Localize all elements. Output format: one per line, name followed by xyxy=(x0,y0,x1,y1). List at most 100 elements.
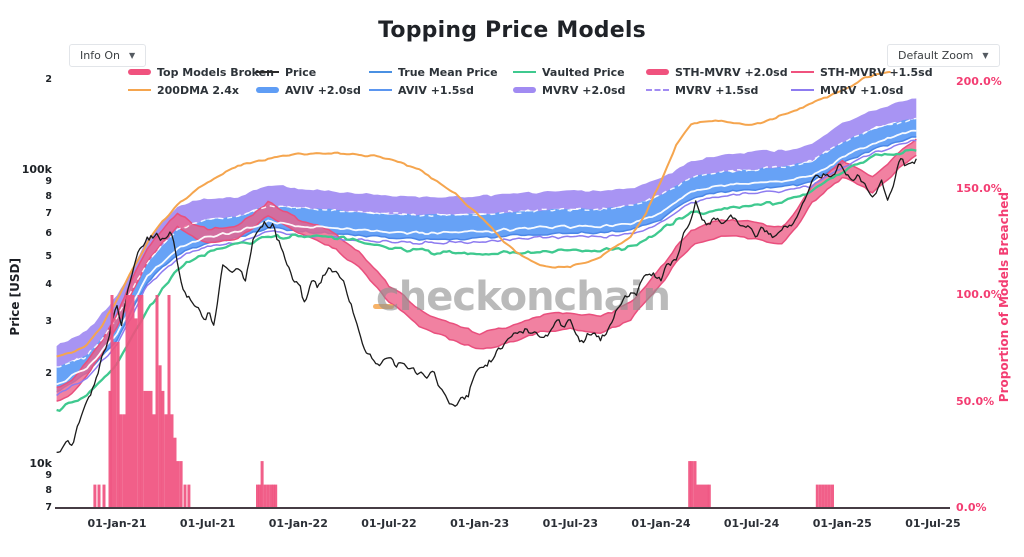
breach-bar xyxy=(183,484,187,508)
legend-swatch-thick xyxy=(513,87,536,93)
page-title: Topping Price Models xyxy=(378,18,646,43)
breach-bar xyxy=(821,484,825,508)
watermark-text: checkonchain xyxy=(376,274,670,320)
y-tick-5: 5 xyxy=(45,251,52,262)
breach-bar xyxy=(705,484,709,508)
y-tick-100k: 100k xyxy=(21,162,52,176)
legend-swatch-line xyxy=(791,89,814,91)
legend-item-mvrv-1-5sd[interactable]: MVRV +1.5sd xyxy=(646,83,758,97)
legend-label: True Mean Price xyxy=(398,65,498,79)
legend-item-mvrv-1-0sd[interactable]: MVRV +1.0sd xyxy=(791,83,903,97)
legend-item-vaulted-price[interactable]: Vaulted Price xyxy=(513,65,625,79)
x-tick-01-Jul-23: 01-Jul-23 xyxy=(542,517,599,530)
breach-bar xyxy=(274,484,278,508)
breach-bar xyxy=(97,484,101,508)
x-tick-01-Jan-24: 01-Jan-24 xyxy=(631,517,691,530)
legend-item-mvrv-2-0sd[interactable]: MVRV +2.0sd xyxy=(513,83,625,97)
zoom-preset-dropdown[interactable]: Default Zoom ▼ xyxy=(887,44,1000,67)
legend-item-sth-mvrv-1-5sd[interactable]: STH-MVRV +1.5sd xyxy=(791,65,933,79)
legend-item-200dma-2-4x[interactable]: 200DMA 2.4x xyxy=(128,83,239,97)
breach-bar xyxy=(693,461,697,508)
x-tick-01-Jan-25: 01-Jan-25 xyxy=(812,517,872,530)
breach-bar xyxy=(696,484,700,508)
band-bottom-edge xyxy=(56,136,917,393)
x-tick-01-Jul-24: 01-Jul-24 xyxy=(723,517,780,530)
legend-swatch-thick xyxy=(256,87,279,93)
series-price xyxy=(56,157,917,454)
chevron-down-icon: ▼ xyxy=(128,51,136,60)
breach-bar xyxy=(688,461,692,508)
breach-bar xyxy=(690,461,694,508)
pct-tick-50.0%: 50.0% xyxy=(956,394,995,408)
legend-item-true-mean-price[interactable]: True Mean Price xyxy=(369,65,498,79)
legend-swatch-line xyxy=(369,89,392,91)
breach-bar xyxy=(707,484,711,508)
y-tick-7: 7 xyxy=(45,502,52,514)
legend-item-aviv-2-0sd[interactable]: AVIV +2.0sd xyxy=(256,83,361,97)
band-sth-mvrv xyxy=(56,139,917,402)
legend-item-price[interactable]: Price xyxy=(256,65,316,79)
breach-bar xyxy=(176,461,180,508)
breach-bar xyxy=(187,484,191,508)
legend-label: MVRV +2.0sd xyxy=(542,83,626,97)
breach-bar xyxy=(134,318,138,508)
breach-bar xyxy=(258,484,262,508)
y-tick-2: 2 xyxy=(45,368,52,379)
legend-label: 200DMA 2.4x xyxy=(157,83,239,97)
pct-tick-150.0%: 150.0% xyxy=(956,181,1002,195)
legend-swatch-line xyxy=(513,71,536,73)
breach-bar xyxy=(119,414,123,508)
legend-item-top-models-broken[interactable]: Top Models Broken xyxy=(128,65,274,79)
legend-item-aviv-1-5sd[interactable]: AVIV +1.5sd xyxy=(369,83,474,97)
x-tick-01-Jul-25: 01-Jul-25 xyxy=(905,517,961,530)
x-tick-01-Jan-23: 01-Jan-23 xyxy=(450,517,510,530)
breach-bar xyxy=(102,484,106,508)
legend-label: MVRV +1.5sd xyxy=(675,83,759,97)
breach-bar xyxy=(108,390,112,508)
breach-bar xyxy=(146,390,150,508)
breach-bar xyxy=(122,414,126,508)
breach-bar xyxy=(170,414,174,508)
legend-item-sth-mvrv-2-0sd[interactable]: STH-MVRV +2.0sd xyxy=(646,65,788,79)
y-tick-8: 8 xyxy=(45,190,52,202)
legend-label: AVIV +1.5sd xyxy=(398,83,474,97)
breach-bar xyxy=(815,484,819,508)
breach-bar xyxy=(167,295,171,508)
y-axis-right-title: Proportion of Models Breached xyxy=(997,192,1011,403)
legend-swatch-dashed xyxy=(646,89,669,91)
info-toggle-dropdown[interactable]: Info On ▼ xyxy=(69,44,147,67)
series-true-mean-price xyxy=(56,129,917,386)
breach-bar xyxy=(128,295,132,508)
legend-label: AVIV +2.0sd xyxy=(285,83,361,97)
x-tick-01-Jan-22: 01-Jan-22 xyxy=(268,517,328,530)
breach-bar xyxy=(131,295,135,508)
x-tick-01-Jul-22: 01-Jul-22 xyxy=(361,517,417,530)
legend-swatch-line xyxy=(256,71,279,73)
breach-bar xyxy=(158,365,162,508)
breach-bar xyxy=(263,484,267,508)
breach-bar xyxy=(155,295,159,508)
plot-area[interactable]: checkonchain xyxy=(56,71,917,508)
breach-bar xyxy=(831,484,834,508)
breach-bar xyxy=(110,295,114,508)
breach-bar xyxy=(260,461,264,508)
breach-bars xyxy=(93,295,834,508)
x-tick-01-Jul-21: 01-Jul-21 xyxy=(179,517,236,530)
legend-label: Vaulted Price xyxy=(542,65,625,79)
legend-swatch-line xyxy=(791,71,814,73)
pct-tick-0.0%: 0.0% xyxy=(956,501,987,514)
breach-bar xyxy=(266,484,270,508)
y-tick-3: 3 xyxy=(45,316,52,328)
y-tick-9: 9 xyxy=(45,469,52,481)
legend-swatch-thick xyxy=(646,69,669,75)
breach-bar xyxy=(152,414,156,508)
breach-bar xyxy=(137,295,141,508)
breach-bar xyxy=(702,484,706,508)
y-tick-9: 9 xyxy=(45,175,52,187)
y-tick-7: 7 xyxy=(45,208,52,220)
breach-bar xyxy=(125,295,129,508)
band-mvrv xyxy=(56,98,917,369)
y-tick-10k: 10k xyxy=(29,456,52,470)
legend-label: STH-MVRV +2.0sd xyxy=(675,65,788,79)
